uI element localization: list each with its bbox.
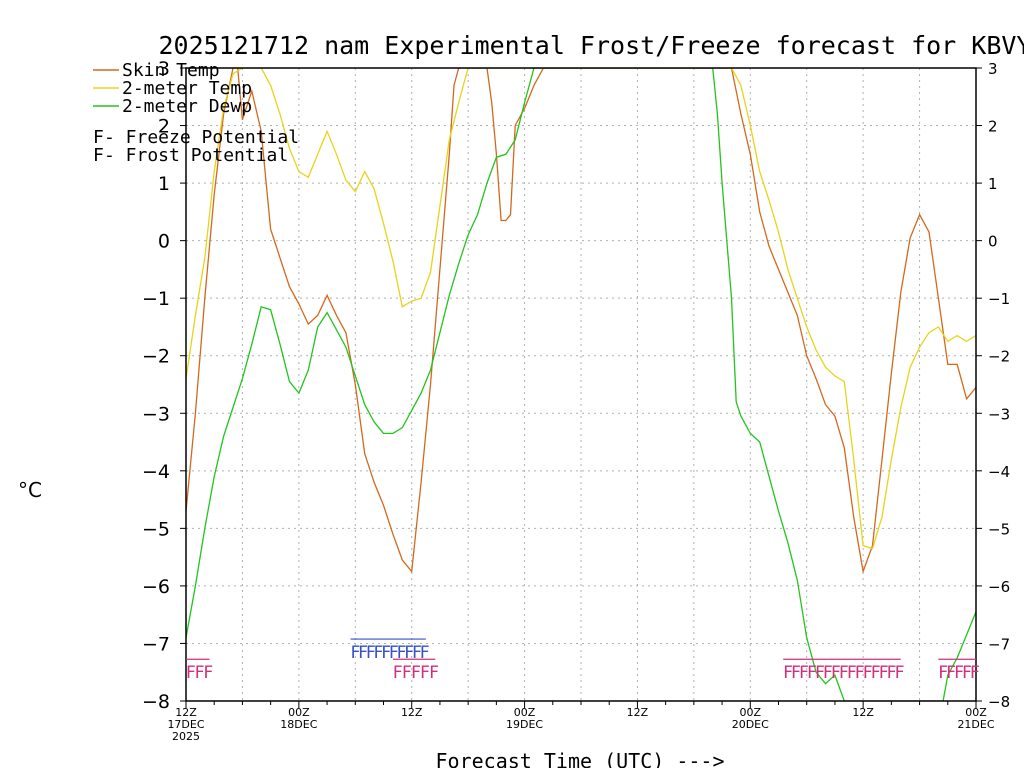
- legend-label: Skin Temp: [122, 60, 220, 81]
- freeze-potential-mark: F: [938, 663, 948, 683]
- y-tick-label-left: −3: [142, 403, 170, 425]
- y-tick-label-left: −1: [142, 288, 170, 310]
- potential-legend-label: - Freeze Potential: [104, 127, 299, 148]
- x-tick-label: 17DEC: [167, 718, 204, 731]
- freeze-potential-mark: F: [839, 663, 849, 683]
- freeze-potential-mark: F: [195, 663, 205, 683]
- x-tick-label: 00Z: [965, 706, 987, 719]
- freeze-potential-mark: F: [847, 663, 857, 683]
- freeze-potential-mark: F: [855, 663, 865, 683]
- x-tick-label: 18DEC: [280, 718, 317, 731]
- y-tick-label-left: −5: [142, 518, 170, 540]
- freeze-potential-mark: F: [962, 663, 972, 683]
- freeze-potential-mark: F: [879, 663, 889, 683]
- legend-label: 2-meter Dewp: [122, 96, 252, 117]
- freeze-potential-mark: F: [815, 663, 825, 683]
- y-tick-label-left: −7: [142, 633, 170, 655]
- potential-legend-letter: F: [93, 145, 104, 166]
- y-tick-label-left: −2: [142, 346, 170, 368]
- series-layer: [186, 68, 976, 701]
- potential-legend-letter: F: [93, 127, 104, 148]
- y-tick-label-right: −7: [988, 635, 1010, 653]
- x-tick-label: 2025: [172, 730, 200, 743]
- freeze-potential-mark: F: [807, 663, 817, 683]
- freeze-potential-mark: F: [799, 663, 809, 683]
- freeze-potential-mark: F: [871, 663, 881, 683]
- y-tick-label-right: 1: [988, 175, 998, 193]
- x-tick-label: 12Z: [401, 706, 423, 719]
- freeze-potential-mark: F: [411, 663, 421, 683]
- y-tick-label-right: −6: [988, 578, 1010, 596]
- y-tick-label-right: 3: [988, 60, 998, 78]
- legend-label: 2-meter Temp: [122, 78, 252, 99]
- y-axis-label: °C: [18, 478, 42, 502]
- x-axis-label: Forecast Time (UTC) --->: [436, 749, 725, 768]
- series-group: [186, 68, 976, 701]
- x-tick-label: 00Z: [740, 706, 762, 719]
- frost-potential-mark: F: [420, 643, 430, 663]
- freeze-potential-mark: F: [895, 663, 905, 683]
- x-tick-label: 12Z: [175, 706, 197, 719]
- frost-potential-mark: F: [366, 643, 376, 663]
- y-tick-label-left: −6: [142, 576, 170, 598]
- chart-title: 2025121712 nam Experimental Frost/Freeze…: [159, 31, 1024, 60]
- y-tick-label-right: 0: [988, 233, 998, 251]
- freeze-potential-mark: F: [831, 663, 841, 683]
- y-tick-label-right: −2: [988, 348, 1010, 366]
- freeze-potential-mark: F: [393, 663, 403, 683]
- potential-legend-label: - Frost Potential: [104, 145, 288, 166]
- frost-potential-mark: F: [381, 643, 391, 663]
- series-line-2-meter-dewp: [186, 68, 976, 701]
- freeze-potential-mark: F: [863, 663, 873, 683]
- y-axis-left: 3 2 1 0 −1 −2 −3 −4 −5 −6 −7 −8: [142, 58, 186, 713]
- y-tick-label-right: −5: [988, 520, 1010, 538]
- y-tick-label-right: −3: [988, 405, 1010, 423]
- x-tick-label: 21DEC: [957, 718, 994, 731]
- y-tick-label-left: 3: [158, 58, 170, 80]
- frost-potential-mark: F: [412, 643, 422, 663]
- y-tick-label-left: −4: [142, 461, 170, 483]
- freeze-potential-mark: F: [420, 663, 430, 683]
- frost-potential-mark: F: [351, 643, 361, 663]
- frost-potential-mark: F: [374, 643, 384, 663]
- plot-frame: [185, 67, 977, 702]
- series-line-skin-temp: [186, 68, 976, 575]
- series-line-2-meter-temp: [186, 68, 976, 550]
- frost-potential-mark: F: [397, 643, 407, 663]
- freeze-potential-mark: F: [429, 663, 439, 683]
- y-tick-label-left: −8: [142, 691, 170, 713]
- x-tick-label: 00Z: [288, 706, 310, 719]
- x-tick-label: 19DEC: [506, 718, 543, 731]
- frost-potential-mark: F: [358, 643, 368, 663]
- y-tick-label-right: −1: [988, 290, 1010, 308]
- y-tick-label-right: −4: [988, 463, 1010, 481]
- y-tick-label-left: 1: [158, 173, 170, 195]
- freeze-potential-mark: F: [887, 663, 897, 683]
- freeze-potential-mark: F: [783, 663, 793, 683]
- y-tick-label-left: 2: [158, 116, 170, 138]
- freeze-potential-mark: F: [791, 663, 801, 683]
- y-tick-label-right: 2: [988, 118, 998, 136]
- y-axis-right: 3 2 1 0 −1 −2 −3 −4 −5 −6 −7 −8: [976, 60, 1010, 711]
- freeze-potential-mark: F: [204, 663, 214, 683]
- frost-potential-mark: F: [389, 643, 399, 663]
- freeze-potential-mark: F: [970, 663, 980, 683]
- x-tick-label: 12Z: [627, 706, 649, 719]
- y-tick-label-left: 0: [158, 231, 170, 253]
- x-tick-label: 12Z: [852, 706, 874, 719]
- freeze-potential-mark: F: [823, 663, 833, 683]
- y-tick-label-right: −8: [988, 693, 1010, 711]
- freeze-potential-mark: F: [402, 663, 412, 683]
- grid-lines: [186, 68, 976, 701]
- x-tick-label: 00Z: [514, 706, 536, 719]
- x-tick-label: 20DEC: [732, 718, 769, 731]
- freeze-potential-mark: F: [954, 663, 964, 683]
- freeze-potential-mark: F: [946, 663, 956, 683]
- freeze-potential-mark: F: [186, 663, 196, 683]
- frost-potential-mark: F: [404, 643, 414, 663]
